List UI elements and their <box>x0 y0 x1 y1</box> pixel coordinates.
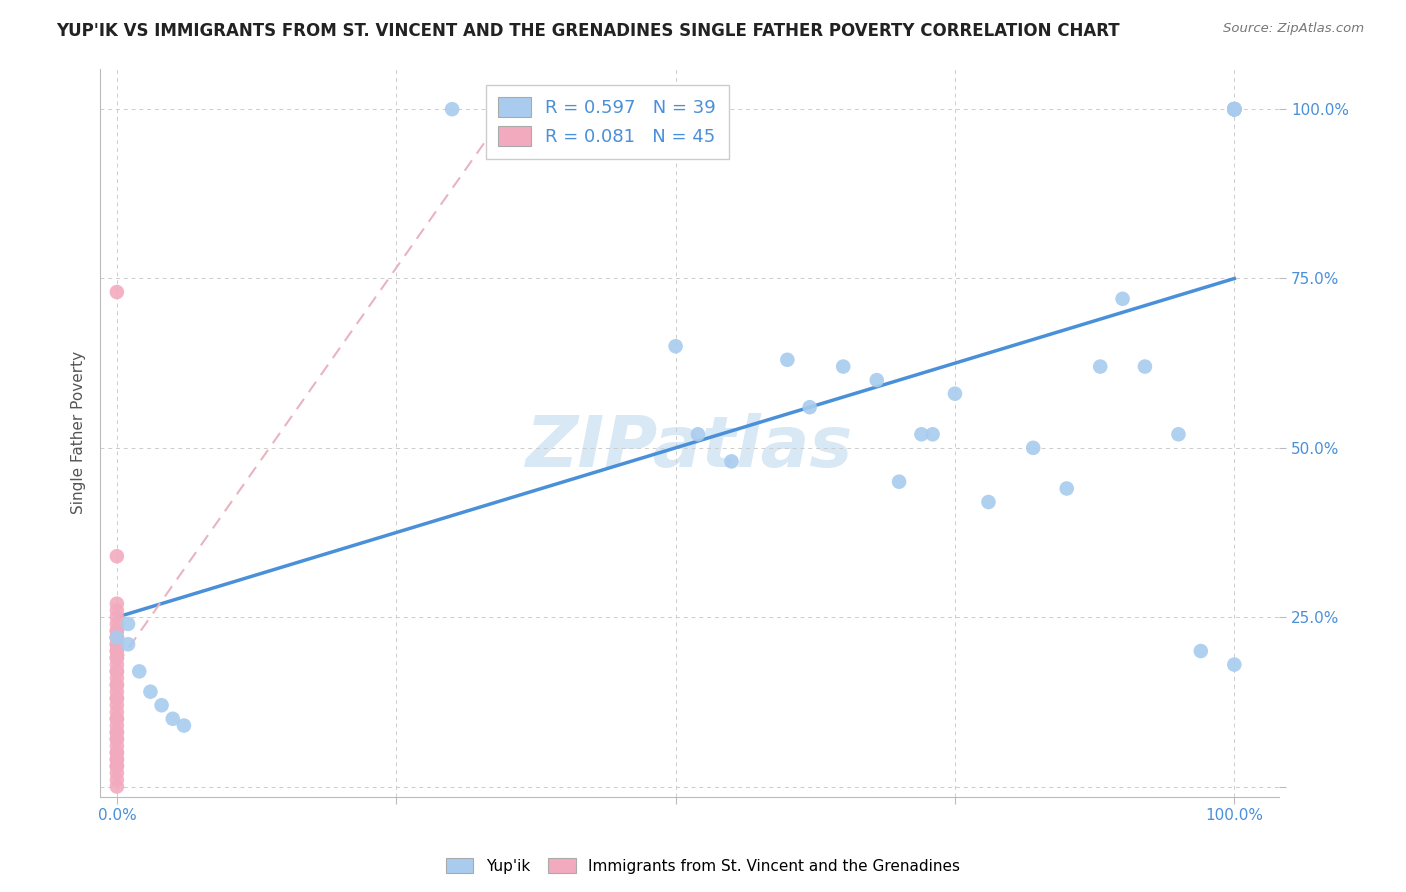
Point <box>799 400 821 414</box>
Point <box>105 549 128 564</box>
Point <box>720 454 742 468</box>
Point <box>105 746 128 760</box>
Legend: R = 0.597   N = 39, R = 0.081   N = 45: R = 0.597 N = 39, R = 0.081 N = 45 <box>485 85 728 159</box>
Y-axis label: Single Father Poverty: Single Father Poverty <box>72 351 86 514</box>
Point <box>1223 102 1246 116</box>
Point <box>105 597 128 611</box>
Point <box>105 718 128 732</box>
Point <box>1223 102 1246 116</box>
Point <box>105 712 128 726</box>
Point <box>977 495 1000 509</box>
Point <box>105 637 128 651</box>
Point <box>173 718 195 732</box>
Point <box>139 684 162 698</box>
Point <box>105 732 128 747</box>
Point <box>665 339 688 353</box>
Point <box>105 631 128 645</box>
Point <box>105 752 128 766</box>
Legend: Yup'ik, Immigrants from St. Vincent and the Grenadines: Yup'ik, Immigrants from St. Vincent and … <box>440 852 966 880</box>
Point <box>105 712 128 726</box>
Point <box>1223 102 1246 116</box>
Point <box>105 678 128 692</box>
Point <box>105 752 128 766</box>
Point <box>776 352 799 367</box>
Text: YUP'IK VS IMMIGRANTS FROM ST. VINCENT AND THE GRENADINES SINGLE FATHER POVERTY C: YUP'IK VS IMMIGRANTS FROM ST. VINCENT AN… <box>56 22 1119 40</box>
Point <box>1223 102 1246 116</box>
Point <box>105 631 128 645</box>
Point <box>105 725 128 739</box>
Point <box>1223 102 1246 116</box>
Point <box>943 386 966 401</box>
Point <box>105 637 128 651</box>
Point <box>105 631 128 645</box>
Point <box>105 684 128 698</box>
Point <box>105 691 128 706</box>
Point <box>105 705 128 719</box>
Point <box>105 739 128 753</box>
Point <box>105 678 128 692</box>
Point <box>1223 102 1246 116</box>
Point <box>105 725 128 739</box>
Point <box>686 427 709 442</box>
Point <box>921 427 943 442</box>
Point <box>105 603 128 617</box>
Point <box>1111 292 1133 306</box>
Point <box>887 475 910 489</box>
Point <box>1022 441 1045 455</box>
Point <box>128 665 150 679</box>
Point <box>105 644 128 658</box>
Point <box>1056 482 1078 496</box>
Point <box>105 665 128 679</box>
Point <box>1223 102 1246 116</box>
Point <box>105 624 128 638</box>
Point <box>1223 102 1246 116</box>
Point <box>910 427 932 442</box>
Point <box>1189 644 1212 658</box>
Point <box>150 698 173 713</box>
Point <box>1090 359 1112 374</box>
Point <box>105 657 128 672</box>
Point <box>832 359 855 374</box>
Point <box>1223 102 1246 116</box>
Point <box>162 712 184 726</box>
Point <box>105 624 128 638</box>
Point <box>105 285 128 299</box>
Point <box>105 759 128 773</box>
Text: ZIPatlas: ZIPatlas <box>526 413 853 482</box>
Text: Source: ZipAtlas.com: Source: ZipAtlas.com <box>1223 22 1364 36</box>
Point <box>105 746 128 760</box>
Point <box>105 650 128 665</box>
Point <box>105 698 128 713</box>
Point <box>441 102 464 116</box>
Point <box>1223 657 1246 672</box>
Point <box>105 650 128 665</box>
Point <box>105 644 128 658</box>
Point <box>105 691 128 706</box>
Point <box>105 665 128 679</box>
Point <box>105 671 128 685</box>
Point <box>105 772 128 787</box>
Point <box>1223 102 1246 116</box>
Point <box>105 766 128 780</box>
Point <box>117 637 139 651</box>
Point <box>1167 427 1189 442</box>
Point <box>105 610 128 624</box>
Point <box>105 732 128 747</box>
Point <box>105 759 128 773</box>
Point <box>1133 359 1156 374</box>
Point <box>105 631 128 645</box>
Point <box>105 616 128 631</box>
Point <box>866 373 889 387</box>
Point <box>105 780 128 794</box>
Point <box>117 616 139 631</box>
